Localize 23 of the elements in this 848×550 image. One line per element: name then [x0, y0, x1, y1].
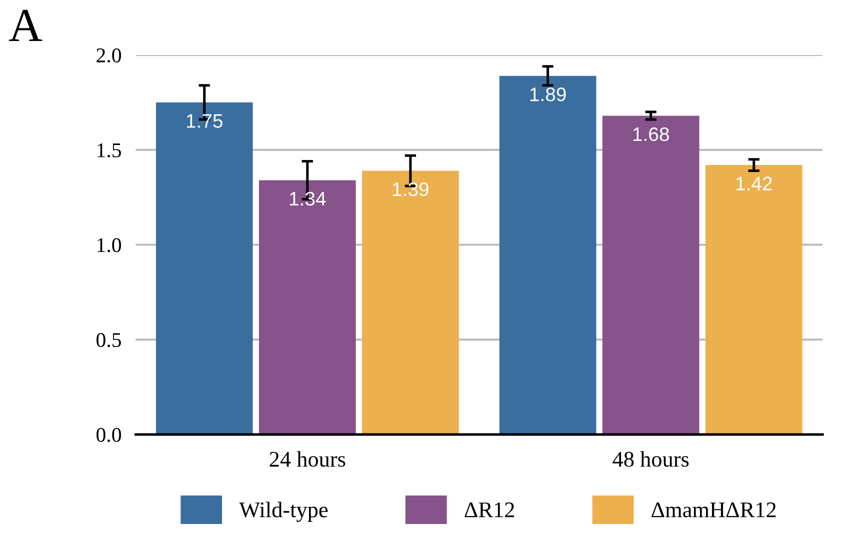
- legend-label: ΔmamHΔR12: [652, 502, 776, 518]
- data-label: 1.75: [186, 114, 222, 128]
- bar: [362, 170, 459, 434]
- data-label: 1.68: [633, 127, 669, 142]
- legend-label: ΔR12: [464, 502, 514, 518]
- y-tick-label: 0.5: [96, 333, 121, 348]
- y-tick-label: 0.0: [96, 428, 121, 442]
- data-label: 1.89: [530, 87, 566, 102]
- x-tick-label: 48 hours: [612, 451, 689, 467]
- data-label: 1.39: [392, 182, 428, 196]
- x-tick-label: 24 hours: [270, 451, 346, 467]
- bar: [258, 180, 356, 434]
- y-tick-label: 1.0: [98, 238, 121, 252]
- y-tick-label: 2.0: [96, 48, 121, 63]
- legend-label: Wild-type: [239, 502, 328, 522]
- data-label: 1.34: [290, 192, 326, 206]
- bar: [705, 165, 802, 434]
- bar: [499, 76, 596, 434]
- chart-title: A: [8, 10, 42, 42]
- data-label: 1.42: [736, 176, 772, 190]
- bar: [602, 116, 700, 434]
- y-tick-label: 1.5: [98, 143, 121, 158]
- bar: [156, 102, 253, 434]
